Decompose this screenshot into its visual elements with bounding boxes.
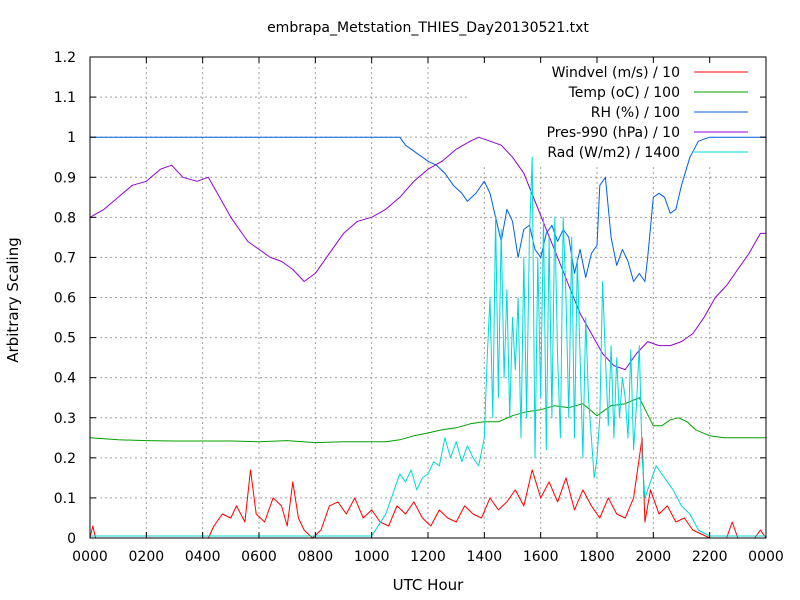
- legend-label: Pres-990 (hPa) / 10: [547, 125, 680, 141]
- legend-label: Windvel (m/s) / 10: [552, 65, 680, 81]
- y-tick-label: 0.6: [54, 291, 76, 307]
- y-tick-label: 1.2: [54, 50, 76, 66]
- series-layer: [89, 136, 767, 539]
- y-tick-label: 0.2: [54, 451, 76, 467]
- legend: Windvel (m/s) / 10 Temp (oC) / 100 RH (%) …: [547, 65, 748, 161]
- legend-background: [470, 62, 764, 166]
- y-tick-label: 0.9: [54, 170, 76, 186]
- chart-title: embrapa_Metstation_THIES_Day20130521.txt: [267, 20, 589, 36]
- series-line-1: [89, 397, 766, 444]
- tick-layer: 0 0.1 0.2 0.3 0.4 0.5 0.6 0.7 0.8 0.9 1 1.1 1.2 0000 0…: [54, 50, 784, 565]
- y-tick-label: 0: [67, 531, 76, 547]
- series-line-3: [89, 136, 766, 371]
- legend-label: Temp (oC) / 100: [568, 85, 680, 101]
- x-tick-label: 0200: [129, 549, 165, 565]
- y-tick-label: 0.5: [54, 331, 76, 347]
- x-tick-label: 2000: [636, 549, 672, 565]
- y-tick-label: 0.7: [54, 250, 76, 266]
- y-tick-label: 0.8: [54, 210, 76, 226]
- x-tick-label: 1200: [410, 549, 446, 565]
- x-tick-label: 2200: [692, 549, 728, 565]
- x-tick-label: 0800: [298, 549, 334, 565]
- y-axis-label: Arbitrary Scaling: [4, 237, 22, 363]
- series-line-2: [90, 136, 766, 282]
- x-tick-label: 1000: [354, 549, 390, 565]
- x-axis-label: UTC Hour: [393, 576, 464, 594]
- x-tick-label: 1400: [467, 549, 503, 565]
- series-line-4: [90, 156, 766, 537]
- x-tick-label: 0400: [185, 549, 221, 565]
- y-tick-label: 0.1: [54, 491, 76, 507]
- legend-label: RH (%) / 100: [591, 105, 680, 121]
- series-line-0: [89, 437, 767, 539]
- x-tick-label: 1600: [523, 549, 559, 565]
- y-tick-label: 1: [67, 130, 76, 146]
- x-tick-label: 0000: [748, 549, 784, 565]
- y-tick-label: 0.3: [54, 411, 76, 427]
- y-tick-label: 1.1: [54, 90, 76, 106]
- legend-label: Rad (W/m2) / 1400: [547, 145, 680, 161]
- x-tick-label: 0000: [72, 549, 108, 565]
- x-tick-label: 1800: [579, 549, 615, 565]
- y-tick-label: 0.4: [54, 371, 76, 387]
- x-tick-label: 0600: [241, 549, 277, 565]
